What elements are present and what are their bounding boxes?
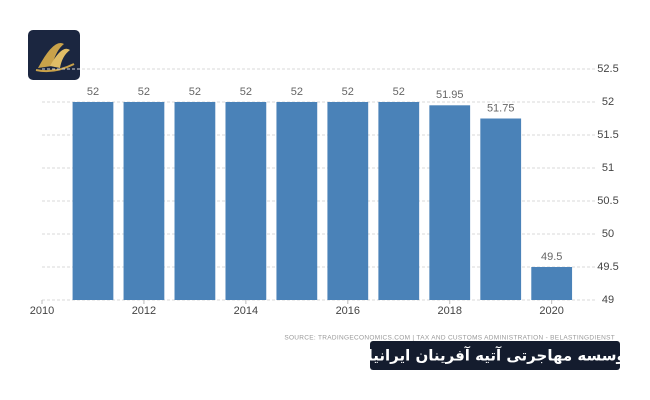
bar [72,102,114,300]
bar [123,102,165,300]
banner: موسسه مهاجرتی آتیه آفرینان ایرانیان [355,341,635,370]
logo [28,30,80,80]
banner-box [370,341,620,370]
x-tick-label: 2018 [437,305,461,317]
y-tick-label: 52.5 [597,63,618,75]
value-label: 52 [393,86,405,98]
bar [225,102,267,300]
x-tick-label: 2010 [30,305,54,317]
value-label: 52 [291,86,303,98]
source-note: SOURCE: TRADINGECONOMICS.COM | TAX AND C… [284,335,615,342]
banner-text: موسسه مهاجرتی آتیه آفرینان ایرانیان [355,347,635,365]
value-label: 52 [240,86,252,98]
y-tick-label: 52 [602,96,614,108]
value-label: 52 [87,86,99,98]
y-tick-label: 50 [602,228,614,240]
bar [327,102,369,300]
value-label: 52 [189,86,201,98]
bar [276,102,318,300]
x-tick-label: 2012 [132,305,156,317]
y-tick-label: 49 [602,294,614,306]
bar [174,102,216,300]
x-tick-label: 2020 [539,305,563,317]
value-label: 51.95 [436,89,464,101]
value-label: 49.5 [541,251,562,263]
y-tick-label: 50.5 [597,195,618,207]
value-label: 52 [138,86,150,98]
bar [480,118,522,300]
y-tick-label: 51 [602,162,614,174]
bar [378,102,420,300]
x-tick-label: 2014 [234,305,258,317]
bar [531,267,573,300]
x-tick-label: 2016 [336,305,360,317]
value-label: 52 [342,86,354,98]
value-label: 51.75 [487,102,515,114]
y-tick-label: 51.5 [597,129,618,141]
y-tick-label: 49.5 [597,261,618,273]
bar [429,105,471,300]
